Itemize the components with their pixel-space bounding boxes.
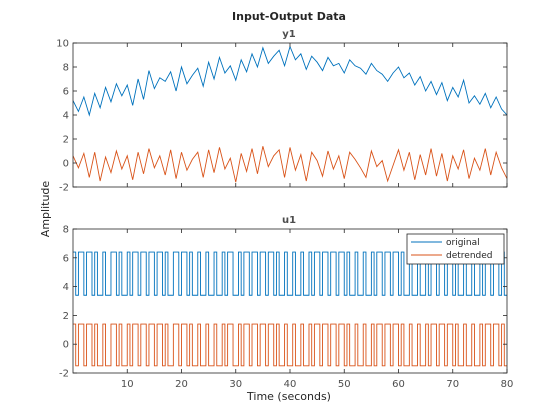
panel-title-u1: u1	[282, 215, 296, 226]
legend-label-detrended: detrended	[446, 251, 493, 261]
series-line-u1-original	[73, 251, 507, 296]
x-tick-label: 50	[338, 379, 351, 390]
y-tick-label: 4	[63, 111, 69, 122]
y-tick-label: 6	[63, 253, 69, 264]
y-tick-label: -2	[59, 369, 69, 380]
x-tick-label: 80	[501, 379, 514, 390]
x-tick-label: 10	[121, 379, 134, 390]
y-tick-label: 2	[63, 311, 69, 322]
y-tick-label: -2	[59, 183, 69, 194]
y-tick-label: 8	[63, 225, 69, 236]
x-tick-label: 70	[446, 379, 459, 390]
x-axis-label: Time (seconds)	[246, 390, 331, 403]
series-line-y1-original	[73, 45, 507, 117]
series-line-y1-detrended	[73, 146, 507, 183]
legend: original detrended	[406, 233, 505, 265]
panel-title-y1: y1	[282, 29, 296, 40]
y-tick-label: 0	[63, 159, 69, 170]
y-tick-label: 6	[63, 87, 69, 98]
y-tick-label: 10	[56, 39, 69, 50]
chart-title: Input-Output Data	[232, 10, 346, 23]
y-tick-label: 2	[63, 135, 69, 146]
y-axis-label: Amplitude	[39, 181, 52, 238]
plot-layer: -2 0 2 4 6 8 10 -2 0 2 4 6 8 10 20 30 40 50 60 70 80 original…	[56, 39, 513, 391]
x-tick-label: 20	[175, 379, 188, 390]
axes-u1: -2 0 2 4 6 8 10 20 30 40 50 60 70 80	[59, 225, 513, 391]
x-tick-label: 40	[284, 379, 297, 390]
x-tick-label: 60	[392, 379, 405, 390]
y-tick-label: 8	[63, 63, 69, 74]
axes-y1: -2 0 2 4 6 8 10	[56, 39, 508, 194]
legend-label-original: original	[446, 238, 480, 248]
y-tick-label: 0	[63, 340, 69, 351]
y-tick-label: 4	[63, 282, 69, 293]
series-line-u1-detrended	[73, 323, 507, 367]
x-tick-label: 30	[229, 379, 242, 390]
axes-box-y1	[72, 42, 508, 188]
legend-box	[406, 233, 505, 265]
